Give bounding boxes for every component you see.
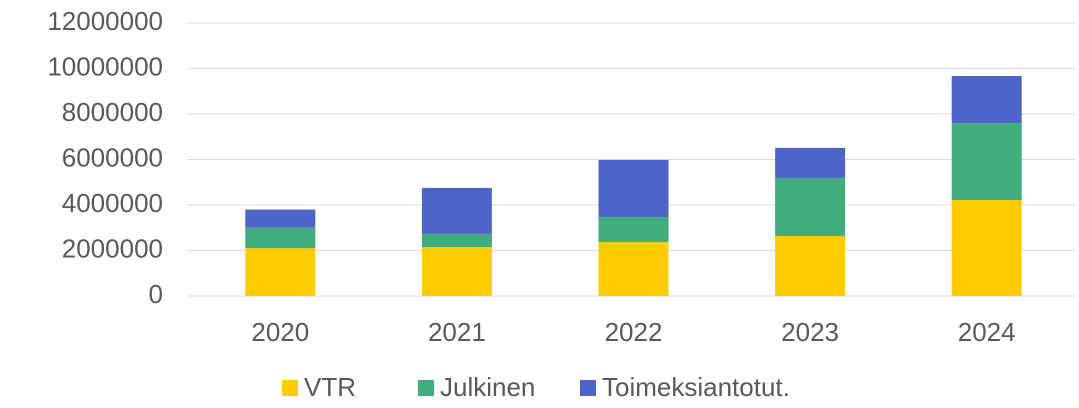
x-tick-label: 2024 [958, 317, 1016, 347]
bar-segment [421, 187, 492, 234]
bar-segment [775, 235, 846, 296]
bar-segment [245, 227, 316, 249]
bar-segment [245, 248, 316, 296]
x-tick-label: 2022 [605, 317, 663, 347]
bar-segment [421, 233, 492, 248]
y-tick-label: 0 [149, 279, 163, 309]
bar-segment [598, 159, 669, 218]
bar-segment [951, 123, 1022, 200]
bar-segment [951, 76, 1022, 124]
y-tick-label: 6000000 [62, 142, 163, 172]
bar-segment [775, 177, 846, 236]
bar-segment [598, 242, 669, 296]
x-tick-label: 2020 [251, 317, 309, 347]
bar-segment [421, 247, 492, 296]
legend-swatch [282, 380, 298, 396]
legend-label: VTR [304, 372, 356, 402]
y-tick-label: 8000000 [62, 97, 163, 127]
y-tick-label: 4000000 [62, 188, 163, 218]
legend-label: Julkinen [440, 372, 535, 402]
bar-segment [951, 199, 1022, 296]
y-tick-label: 12000000 [47, 6, 163, 36]
y-tick-label: 10000000 [47, 51, 163, 81]
bar-segment [598, 217, 669, 243]
x-tick-label: 2021 [428, 317, 486, 347]
legend-swatch [580, 380, 596, 396]
legend-swatch [418, 380, 434, 396]
legend-label: Toimeksiantotut. [602, 372, 790, 402]
y-tick-label: 2000000 [62, 233, 163, 263]
bar-segment [775, 147, 846, 178]
bar-segment [245, 209, 316, 228]
x-tick-label: 2023 [781, 317, 839, 347]
